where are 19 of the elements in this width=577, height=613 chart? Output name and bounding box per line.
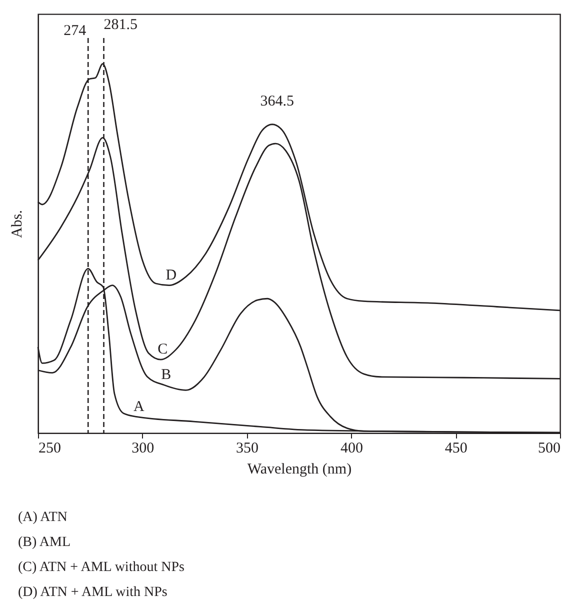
x-tick-label: 350 [236, 440, 259, 456]
ref-line-label: 281.5 [104, 17, 138, 33]
text: (D) ATN + AML with NPs [18, 585, 168, 600]
series-label: C [158, 342, 168, 358]
ref-line-label: 274 [64, 23, 87, 39]
annotation: 364.5 [260, 93, 294, 110]
x-tick-label: 450 [444, 440, 468, 456]
text: (C) ATN + AML without NPs [18, 560, 184, 575]
text: (B) AML [18, 535, 70, 550]
x-tick-label: 500 [538, 440, 560, 456]
x-tick-label: 250 [38, 440, 61, 456]
x-tick-label: 300 [132, 440, 154, 456]
series-label: A [134, 398, 145, 415]
text: (A) ATN [18, 510, 68, 525]
y-axis-title: Abs. [10, 210, 26, 238]
x-axis-title: Wavelength (nm) [247, 462, 352, 478]
series-label: D [166, 267, 177, 284]
series-label: B [161, 367, 172, 384]
x-tick-label: 400 [340, 440, 363, 456]
